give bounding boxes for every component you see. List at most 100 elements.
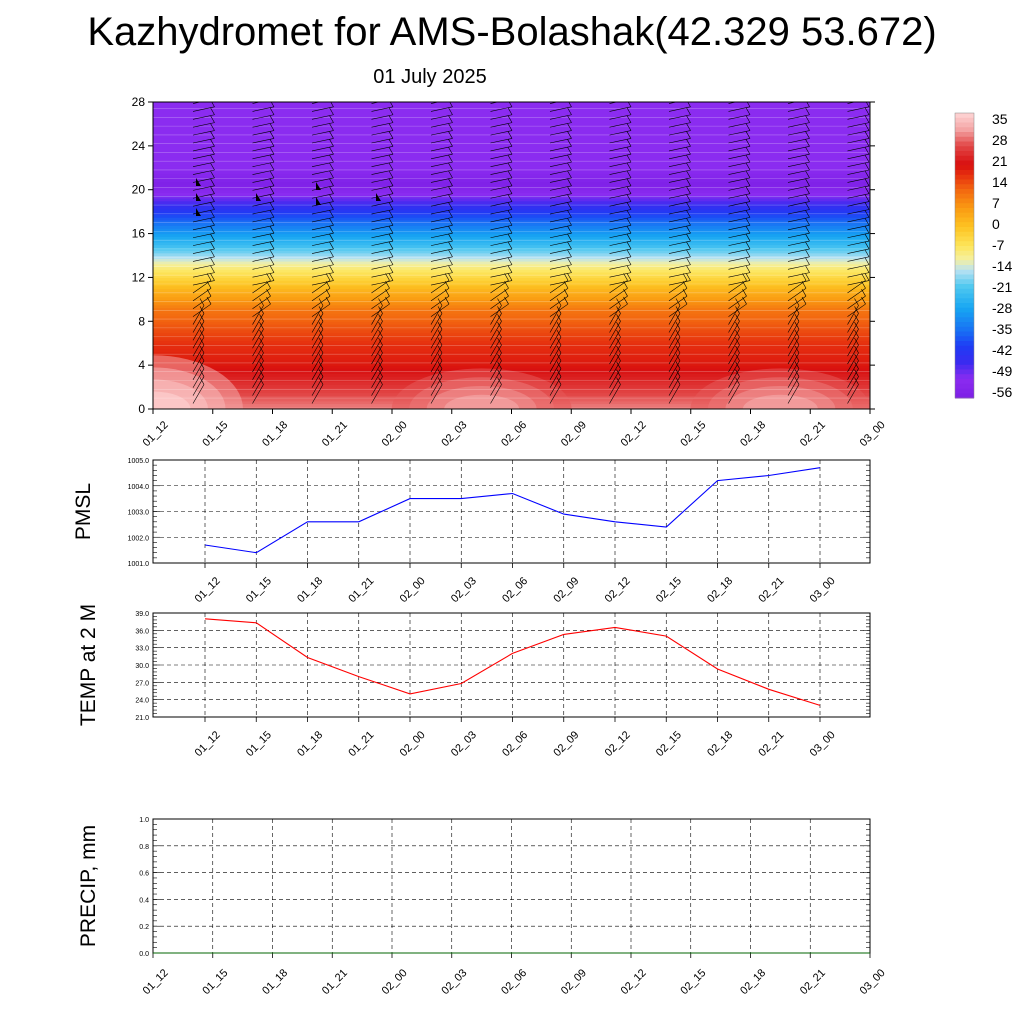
- wind-barb-feather: [864, 107, 870, 115]
- wind-barb: [609, 352, 621, 373]
- wind-barb: [787, 201, 810, 207]
- wind-barb-feather: [448, 194, 453, 202]
- wind-barb: [847, 240, 870, 246]
- wind-barb-feather: [318, 314, 324, 322]
- colorbar-swatch: [955, 322, 974, 328]
- wind-barb: [787, 248, 810, 254]
- wind-barb-feather: [805, 241, 810, 250]
- wind-barb: [430, 305, 443, 325]
- wind-barb: [787, 130, 810, 136]
- wind-barb: [490, 272, 513, 278]
- wind-barb-feather: [626, 202, 632, 210]
- wind-barb-feather: [627, 92, 631, 99]
- wind-barb-feather: [329, 218, 334, 226]
- wind-barb-feather: [567, 186, 572, 194]
- wind-barb-feather: [329, 186, 334, 194]
- wind-barb-feather: [864, 131, 870, 139]
- wind-barb-feather: [388, 194, 394, 202]
- x-tick-label: 02_06: [499, 419, 529, 449]
- wind-barb-feather: [864, 170, 870, 179]
- wind-pennant: [316, 197, 321, 205]
- x-tick-label: 02_15: [678, 967, 708, 997]
- wind-barb: [311, 329, 324, 349]
- wind-barb: [728, 313, 740, 333]
- wind-barb-feather: [686, 241, 691, 250]
- wind-barb: [549, 122, 572, 128]
- y-tick-label: 0: [138, 402, 145, 416]
- temperature-band: [153, 266, 870, 270]
- wind-barb-feather: [626, 186, 632, 194]
- wind-barb-feather: [259, 345, 264, 354]
- wind-barb: [311, 201, 334, 207]
- wind-barb-feather: [269, 139, 275, 147]
- wind-barb: [252, 360, 264, 380]
- wind-barb: [847, 169, 870, 175]
- wind-barb-feather: [210, 131, 215, 139]
- wind-barb-feather: [794, 337, 800, 346]
- wind-barb-feather: [269, 202, 275, 210]
- colorbar-swatch: [955, 303, 974, 309]
- temperature-band: [153, 324, 870, 328]
- wind-barb: [728, 114, 751, 120]
- colorbar-swatch: [955, 331, 974, 337]
- colorbar-swatch: [955, 241, 974, 247]
- wind-barb-feather: [686, 178, 691, 186]
- wind-barb: [371, 280, 394, 286]
- wind-barb: [252, 201, 275, 207]
- wind-pennant: [316, 182, 321, 190]
- wind-barb: [668, 352, 681, 373]
- wind-barb: [668, 224, 691, 231]
- colorbar-label: 35: [992, 111, 1008, 127]
- temperature-band: [153, 178, 870, 183]
- wind-barb-feather: [675, 369, 681, 377]
- temperature-band: [153, 197, 870, 202]
- x-tick-label: 02_06: [500, 729, 530, 759]
- wind-barb: [252, 240, 275, 246]
- wind-barb-feather: [385, 273, 390, 281]
- wind-barb-feather: [318, 345, 324, 354]
- colorbar-label: -14: [992, 258, 1012, 274]
- wind-barb: [847, 329, 859, 349]
- wind-barb: [192, 336, 205, 357]
- y-tick-label: 1005.0: [128, 458, 150, 465]
- wind-barb-feather: [508, 102, 513, 108]
- colorbar-swatch: [955, 179, 974, 185]
- x-tick-label: 02_18: [738, 419, 768, 449]
- wind-barb-feather: [448, 131, 453, 139]
- wind-barb-feather: [686, 123, 691, 131]
- wind-barb-feather: [497, 377, 502, 385]
- wind-barb: [490, 209, 513, 215]
- wind-barb: [668, 169, 691, 175]
- wind-barb: [787, 146, 810, 152]
- wind-barb-feather: [329, 123, 334, 131]
- wind-barb: [311, 303, 331, 317]
- wind-barb: [252, 102, 262, 104]
- wind-barb: [252, 376, 264, 396]
- y-tick-label: 20: [132, 183, 146, 197]
- wind-barb-feather: [745, 178, 751, 186]
- wind-barb-feather: [556, 345, 562, 354]
- wind-barb: [252, 248, 275, 254]
- wind-barb-feather: [794, 298, 800, 306]
- colorbar-swatch: [955, 260, 974, 266]
- colorbar-swatch: [955, 222, 974, 228]
- colorbar-label: -35: [992, 321, 1012, 337]
- wind-barb-feather: [616, 314, 621, 322]
- y-tick-label: 0.6: [139, 871, 149, 878]
- wind-barb: [668, 153, 691, 160]
- wind-barb: [787, 329, 800, 349]
- wind-barb-feather: [270, 92, 274, 99]
- wind-barb-feather: [686, 170, 691, 179]
- wind-barb: [490, 288, 509, 302]
- wind-barb: [787, 193, 810, 199]
- wind-barb-feather: [318, 377, 324, 385]
- wind-barb-feather: [864, 123, 870, 131]
- colorbar-swatch: [955, 312, 974, 318]
- wind-barb: [609, 256, 632, 262]
- wind-barb: [192, 122, 215, 128]
- wind-barb: [668, 177, 691, 183]
- temperature-band: [153, 359, 870, 364]
- wind-barb-feather: [675, 345, 681, 354]
- wind-barb-feather: [269, 107, 275, 115]
- wind-barb: [311, 177, 334, 183]
